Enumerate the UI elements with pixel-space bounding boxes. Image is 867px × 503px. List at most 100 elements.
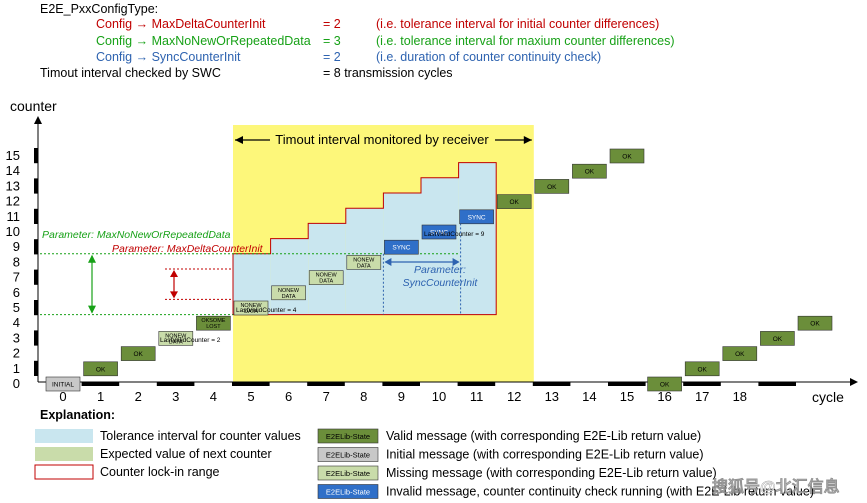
tolerance-step [308,223,346,315]
message-label: OK [133,351,143,358]
y-tick-label: 0 [13,376,20,391]
message-label: OK [622,154,632,161]
x-tick-label: 3 [172,389,179,404]
last-valid-counter-9: LastValidCounter = 9 [424,231,485,238]
message-box-valid: OK [572,163,607,179]
legend-state-box-text: E2ELib-State [326,451,370,460]
legend-title: Explanation: [40,408,115,422]
y-tick-label: 10 [6,224,20,239]
legend-swatch-tolerance [35,429,93,443]
sync-arrowhead-left [384,258,392,266]
tolerance-step [270,238,309,315]
message-box-valid: OK [83,361,118,377]
message-label: LOST [206,324,221,330]
tolerance-step [421,177,459,315]
watermark: 搜狐号@北汇信息 [712,477,840,496]
sync-arrowhead-right [452,258,460,266]
message-box-fill [421,224,457,240]
x-tick-label: 9 [398,389,405,404]
message-box-fill [459,209,494,225]
x-tick-label: 14 [582,389,596,404]
x-axis-segment [532,382,571,386]
param-sync-line1: Parameter: [414,264,466,276]
y-tick-label: 14 [6,163,20,178]
message-box-fill [120,346,156,361]
x-axis-segment [758,382,796,386]
y-axis-segment [34,178,38,194]
x-tick-label: 11 [470,389,484,404]
message-box-fill [572,163,607,179]
legend: Explanation: Tolerance interval for coun… [34,408,814,499]
x-tick-label: 0 [59,389,66,404]
x-axis-segment [307,382,345,386]
message-box-fill [384,239,419,255]
message-box-fill [196,315,231,331]
message-boxes: INITIALOKOKNONEWDATAOKSOMELOSTNONEWDATAN… [45,148,833,392]
y-axis-segment [34,330,38,346]
message-box-fill [271,285,306,301]
last-valid-counter-4: LastValidCounter = 4 [236,307,297,314]
message-box-fill [158,331,194,346]
max-nonew-arrowhead-up [88,254,96,263]
message-box-sync: SYNC [459,209,494,225]
message-box-valid: OK [722,346,758,361]
y-tick-label: 12 [6,194,20,209]
band-arrowhead-right [523,136,532,144]
annotations: Timout interval monitored by receiver Pa… [42,132,489,344]
y-tick-label: 1 [13,361,20,376]
message-box-initial: INITIAL [45,376,81,392]
message-box-sync: SYNC [421,224,457,240]
message-box-valid: OK [647,376,682,392]
message-box-valid: OK [120,346,156,361]
message-box-fill [722,346,758,361]
y-tick-label: 5 [13,300,20,315]
config-sync-note: (i.e. duration of counter continuity che… [376,50,601,64]
x-axis-segment [81,382,120,386]
message-box-fill [45,376,81,392]
timeout-band-label: Timout interval monitored by receiver [275,132,489,147]
y-axis-segment [34,239,38,255]
max-delta-arrowhead-down [170,291,178,299]
message-label: NONEW [316,273,338,279]
message-box-fill [647,376,682,392]
message-box-fill [83,361,118,377]
y-axis-title: counter [10,98,57,114]
message-label: OKSOME [201,318,225,324]
message-label: OK [509,199,519,206]
y-tick-label: 7 [13,270,20,285]
band-arrowhead-left [235,136,243,144]
message-box-valid: OK [496,194,532,209]
y-axis-segment [34,148,38,164]
legend-state-box-missing [317,465,379,481]
y-axis-segment [34,269,38,285]
y-tick-label: 2 [13,346,20,361]
config-sync-value: = 2 [323,50,341,64]
config-max-nonew-value: = 3 [323,34,341,48]
y-tick-label: 4 [13,315,20,330]
y-tick-label: 9 [13,239,20,254]
message-box-fill [797,315,833,331]
legend-label-valid: Valid message (with corresponding E2E-Li… [386,429,701,443]
message-box-valid: OK [534,179,570,194]
max-nonew-arrowhead-down [88,305,96,314]
lock-in-range-outline [232,162,497,316]
legend-state-box-text: E2ELib-State [326,469,370,478]
message-label: DATA [169,339,183,345]
message-label: OK [547,184,557,191]
y-axis-segment [34,208,38,224]
legend-state-box-text: E2ELib-State [326,488,370,497]
message-box-valid: OK [797,315,833,331]
message-label: INITIAL [52,382,74,389]
x-axis-title: cycle [812,389,844,405]
legend-state-box-initial [317,447,379,462]
x-axis-segment [156,382,195,386]
x-tick-label: 17 [695,389,709,404]
y-tick-label: 11 [7,209,21,224]
message-box-valid: OK [609,148,645,164]
y-tick-label: 6 [13,285,20,300]
x-tick-label: 6 [285,389,292,404]
